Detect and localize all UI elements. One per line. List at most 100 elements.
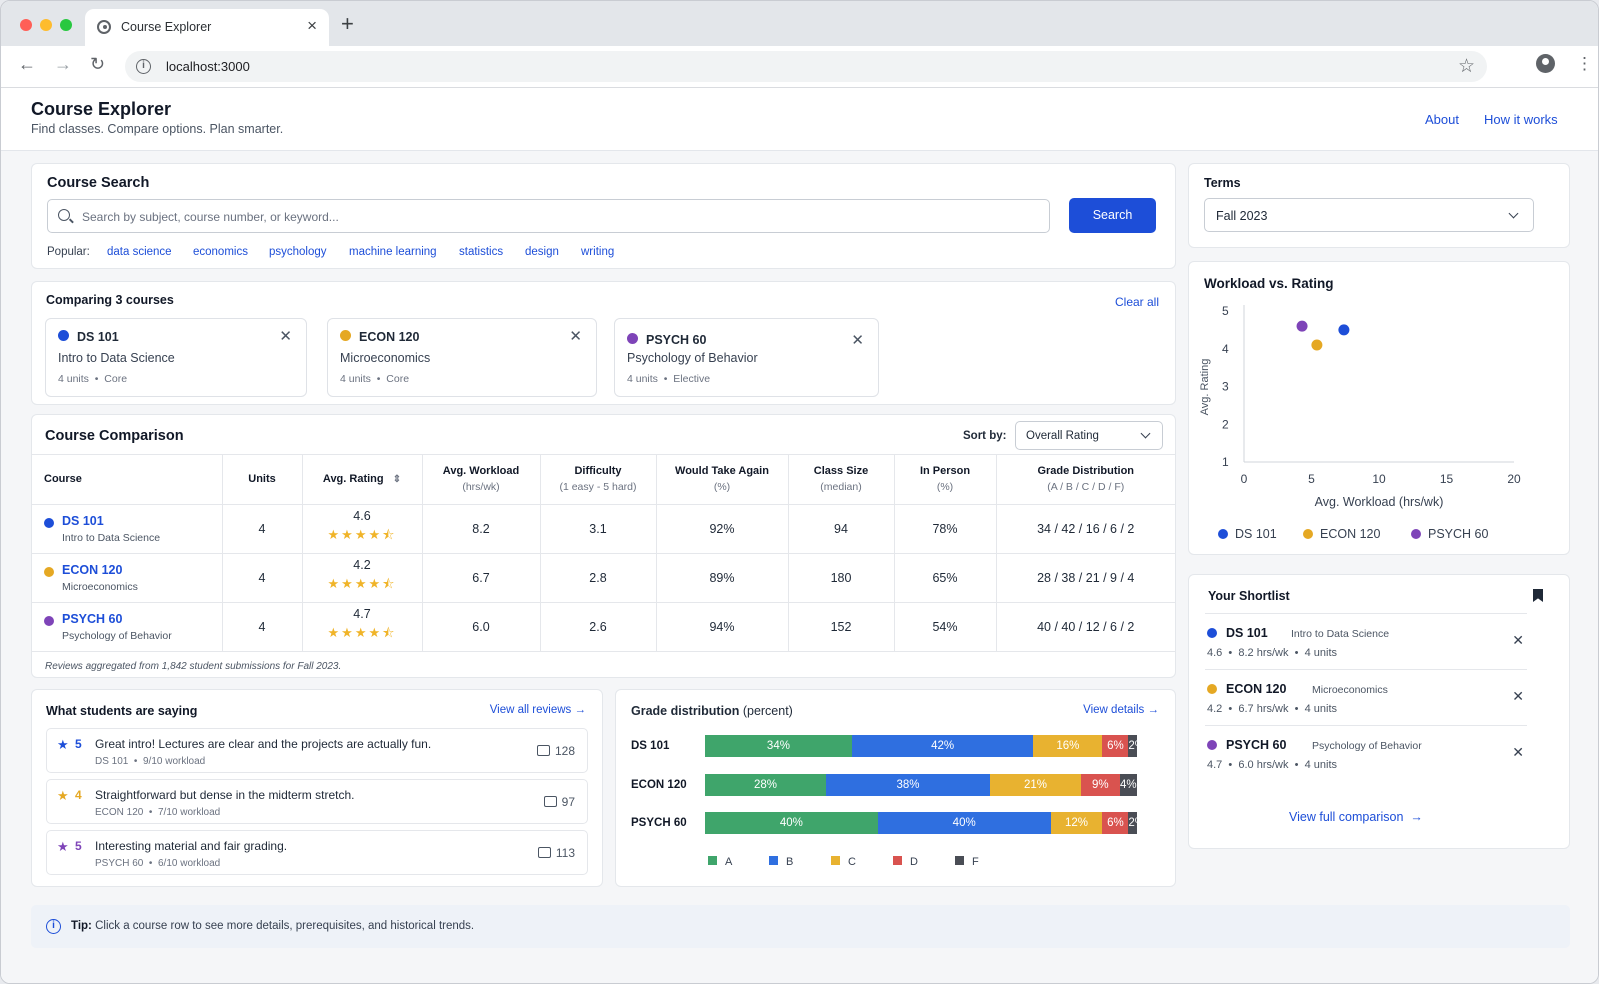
popular-tag[interactable]: economics [193,246,248,258]
sort-select[interactable]: Overall Rating [1015,421,1163,450]
legend-label: DS 101 [1235,527,1277,541]
rating-cell: 4.6 ★★★★⯪ [302,504,423,554]
like-button[interactable]: 113 [537,846,575,860]
browser-menu-icon[interactable]: ⋮ [1576,54,1593,73]
grade-segment-c: 12% [1050,812,1103,834]
browser-toolbar: ← → ↻ i localhost:3000 ☆ ⋮ [1,46,1598,88]
class-size-cell: 94 [788,504,895,554]
new-tab-icon[interactable]: + [341,11,354,36]
back-icon[interactable]: ← [18,54,36,74]
course-color-dot [44,517,54,528]
course-name: Psychology of Behavior [627,351,758,365]
search-button[interactable]: Search [1069,198,1156,233]
compare-course-card[interactable]: PSYCH 60 Psychology of Behavior 4 units … [614,318,879,397]
popular-tag[interactable]: design [525,246,559,258]
column-header-rating[interactable]: Avg. Rating ⇕ [302,455,423,505]
grade-segment-f: 4% [1119,774,1137,796]
thumbs-up-icon [537,847,551,858]
url-text: localhost:3000 [166,59,250,74]
close-window-dot[interactable] [20,19,32,31]
forward-icon[interactable]: → [54,54,72,74]
shortlist-name: Microeconomics [1312,684,1388,696]
y-axis-label: Avg. Rating [1199,359,1211,416]
search-input[interactable]: Search by subject, course number, or key… [47,199,1050,233]
popular-tag[interactable]: machine learning [349,246,437,258]
chevron-down-icon [1140,428,1151,439]
popular-tag[interactable]: statistics [459,246,504,258]
view-full-comparison-link[interactable]: View full comparison → [1289,810,1423,824]
remove-shortlist-icon[interactable]: ✕ [1512,632,1524,648]
table-row[interactable]: ECON 120 Microeconomics 4 4.2 ★★★★⯪ 6.7 2.… [32,553,1175,603]
in-person-cell: 54% [894,602,997,652]
maximize-window-dot[interactable] [60,19,72,31]
clear-all-link[interactable]: Clear all [1114,295,1159,309]
nav-about[interactable]: About [1425,112,1459,127]
table-row[interactable]: DS 101 Intro to Data Science 4 4.6 ★★★★⯪ 8… [32,504,1175,554]
y-tick-label: 3 [1222,380,1229,394]
shortlist-item[interactable]: ECON 120 Microeconomics 4.2 • 6.7 hrs/wk… [1205,669,1527,724]
review-item[interactable]: ★ 5 Great intro! Lectures are clear and … [46,728,588,773]
close-tab-icon[interactable]: × [307,16,317,35]
minimize-window-dot[interactable] [40,19,52,31]
search-placeholder: Search by subject, course number, or key… [82,210,339,224]
review-item[interactable]: ★ 4 Straightforward but dense in the mid… [46,779,588,824]
remove-shortlist-icon[interactable]: ✕ [1512,744,1524,760]
grade-segment-d: 6% [1102,735,1129,757]
nav-how-it-works[interactable]: How it works [1484,112,1558,127]
term-select[interactable]: Fall 2023 [1204,198,1534,232]
course-code-link[interactable]: DS 101 [62,513,104,528]
reload-icon[interactable]: ↻ [90,54,106,74]
x-tick-label: 15 [1440,472,1454,486]
sort-toggle-icon[interactable]: ⇕ [392,474,402,486]
course-color-dot [44,566,54,577]
workload-cell: 6.7 [422,553,541,603]
info-icon: i [46,919,61,934]
remove-course-icon[interactable]: ✕ [569,328,582,345]
remove-shortlist-icon[interactable]: ✕ [1512,688,1524,704]
popular-tag[interactable]: writing [581,246,615,258]
view-all-reviews-link[interactable]: View all reviews → [489,704,586,716]
site-info-icon[interactable]: i [136,59,151,74]
like-button[interactable]: 128 [536,744,575,758]
table-row[interactable]: PSYCH 60 Psychology of Behavior 4 4.7 ★★★★… [32,602,1175,652]
bookmark-star-icon[interactable]: ☆ [1457,56,1475,77]
remove-course-icon[interactable]: ✕ [279,328,292,345]
shortlist-item[interactable]: PSYCH 60 Psychology of Behavior 4.7 • 6.… [1205,725,1527,780]
x-axis-label: Avg. Workload (hrs/wk) [1315,495,1444,509]
course-code-link[interactable]: PSYCH 60 [62,611,123,626]
view-details-link[interactable]: View details → [1083,704,1159,716]
x-tick-label: 20 [1507,472,1521,486]
bookmark-icon[interactable] [1533,589,1543,602]
y-tick-label: 2 [1222,417,1229,431]
course-name: Psychology of Behavior [62,629,172,642]
address-bar[interactable]: i localhost:3000 ☆ [125,51,1487,82]
x-tick-label: 5 [1308,472,1315,486]
popular-tag[interactable]: psychology [269,246,327,258]
grades-cell: 40 / 40 / 12 / 6 / 2 [996,602,1175,652]
compare-course-card[interactable]: ECON 120 Microeconomics 4 units • Core ✕ [327,318,597,397]
profile-icon[interactable] [1536,54,1555,73]
legend-marker [1411,529,1421,539]
like-button[interactable]: 97 [543,795,575,809]
grade-distribution-card: Grade distribution (percent) View detail… [615,689,1176,887]
popular-tag[interactable]: data science [107,246,172,258]
column-header: In Person (%) [894,455,997,505]
review-item[interactable]: ★ 5 Interesting material and fair gradin… [46,830,588,875]
shortlist-meta: 4.6 • 8.2 hrs/wk • 4 units [1207,647,1338,659]
app-content: Course Explorer Find classes. Compare op… [1,89,1598,983]
column-header: Grade Distribution (A / B / C / D / F) [996,455,1175,505]
comparing-title: Comparing 3 courses [46,293,174,307]
remove-course-icon[interactable]: ✕ [851,332,864,349]
course-code-link[interactable]: ECON 120 [62,562,123,577]
review-meta: PSYCH 60 • 6/10 workload [95,858,221,869]
shortlist-item[interactable]: DS 101 Intro to Data Science 4.6 • 8.2 h… [1205,613,1527,668]
compare-course-card[interactable]: DS 101 Intro to Data Science 4 units • C… [45,318,307,397]
column-header: Difficulty (1 easy - 5 hard) [540,455,657,505]
course-meta: 4 units • Core [340,373,410,385]
y-tick-label: 4 [1222,342,1229,356]
review-meta: DS 101 • 9/10 workload [95,756,206,767]
legend-item: A [708,856,732,868]
browser-tab[interactable]: Course Explorer × [85,9,329,46]
course-search-card: Course Search Search by subject, course … [31,163,1176,269]
course-code: ECON 120 [359,330,420,344]
